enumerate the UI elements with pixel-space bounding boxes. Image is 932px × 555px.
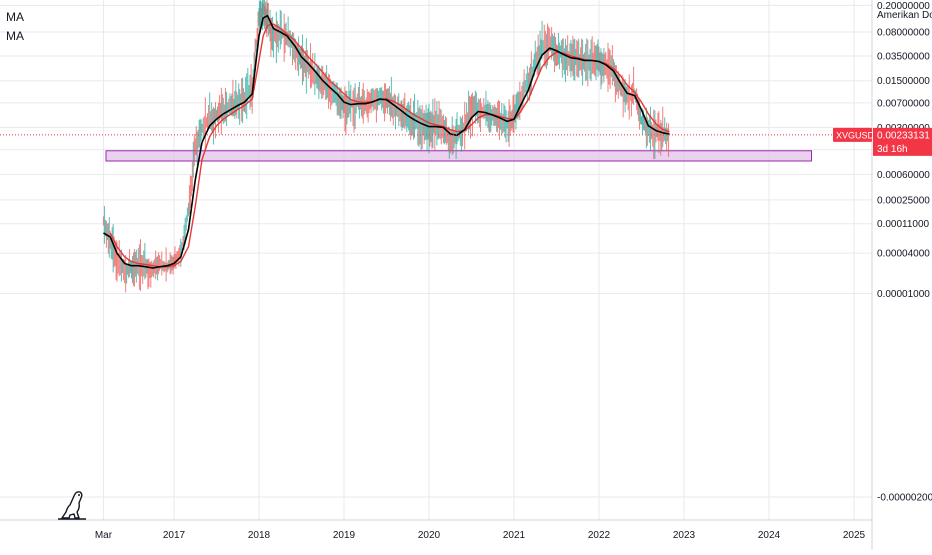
symbol-tag[interactable] <box>833 127 872 142</box>
y-tick-label: 0.01500000 <box>877 76 930 87</box>
ma-fast-line <box>103 14 670 269</box>
x-tick-label: 2021 <box>503 530 526 541</box>
x-tick-label: 2025 <box>843 530 866 541</box>
x-tick-label: 2019 <box>333 530 356 541</box>
y-tick-label: 0.00025000 <box>877 195 930 206</box>
grid-layer <box>0 0 872 520</box>
indicator-label-ma-slow[interactable]: MA <box>6 29 24 43</box>
y-tick-label: 0.00011000 <box>877 219 930 230</box>
last-price-label: 0.00233131 <box>877 130 930 141</box>
x-tick-label: 2018 <box>248 530 271 541</box>
y-tick-label: 0.00001000 <box>877 289 930 300</box>
countdown-label: 3d 16h <box>877 144 908 155</box>
x-tick-label: 2023 <box>673 530 696 541</box>
zone-layer <box>105 150 812 162</box>
price-tag[interactable] <box>873 127 932 156</box>
indicator-label-ma-fast[interactable]: MA <box>6 10 24 24</box>
tradingview-dino-icon[interactable] <box>58 488 88 527</box>
support-zone-rect[interactable] <box>105 150 812 162</box>
x-tick-label: 2022 <box>588 530 611 541</box>
x-tick-label: 2017 <box>163 530 186 541</box>
ma-lines-layer <box>103 14 670 269</box>
y-tick-label: 0.00060000 <box>877 170 930 181</box>
symbol-ticker: XVGUSD <box>836 130 875 140</box>
price-bars-layer <box>102 0 670 293</box>
x-tick-label: 2024 <box>758 530 781 541</box>
y-tick-label: -0.00000200 <box>877 493 932 504</box>
y-tick-label: 0.00004000 <box>877 249 930 260</box>
y-tick-label: 0.20000000 <box>877 1 930 12</box>
y-tick-label: 0.08000000 <box>877 27 930 38</box>
currency-label: Amerikan Dola <box>877 10 932 21</box>
y-tick-label: 0.00700000 <box>877 98 930 109</box>
x-tick-label: 2020 <box>418 530 441 541</box>
y-tick-label: 0.03500000 <box>877 52 930 63</box>
x-tick-label: Mar <box>95 530 113 541</box>
